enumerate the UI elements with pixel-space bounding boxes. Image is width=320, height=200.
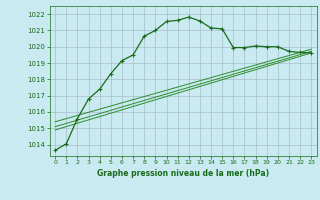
- X-axis label: Graphe pression niveau de la mer (hPa): Graphe pression niveau de la mer (hPa): [97, 169, 269, 178]
